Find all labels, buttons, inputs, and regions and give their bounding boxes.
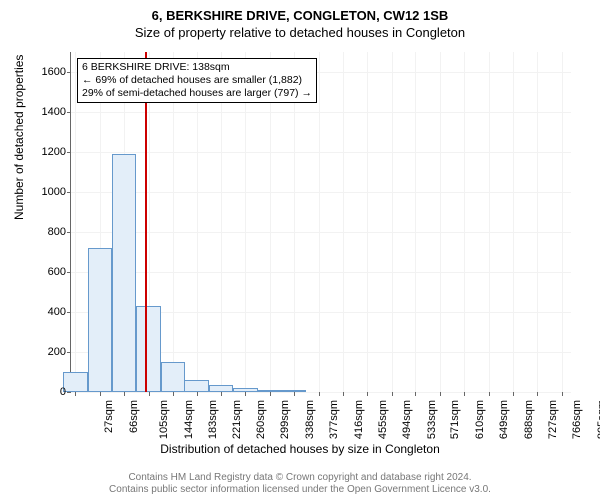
xtick-mark [513, 392, 514, 396]
xtick-label: 416sqm [353, 400, 365, 439]
xtick-mark [415, 392, 416, 396]
xtick-label: 494sqm [401, 400, 413, 439]
gridline-v [562, 52, 563, 392]
gridline-v [343, 52, 344, 392]
ytick-label: 400 [26, 306, 66, 318]
ytick-label: 600 [26, 266, 66, 278]
ytick-mark [67, 272, 71, 273]
xtick-label: 455sqm [377, 400, 389, 439]
histogram-bar [136, 306, 160, 392]
footer-line-2: Contains public sector information licen… [0, 484, 600, 496]
ytick-label: 1400 [26, 106, 66, 118]
xtick-label: 66sqm [128, 400, 140, 433]
xtick-mark [100, 392, 101, 396]
ytick-label: 1600 [26, 66, 66, 78]
xtick-mark [197, 392, 198, 396]
histogram-bar [209, 385, 233, 392]
xtick-mark [392, 392, 393, 396]
xtick-label: 766sqm [571, 400, 583, 439]
annotation-line: 29% of semi-detached houses are larger (… [82, 87, 312, 100]
xtick-mark [221, 392, 222, 396]
xtick-label: 27sqm [103, 400, 115, 433]
footer-attribution: Contains HM Land Registry data © Crown c… [0, 472, 600, 496]
xtick-label: 649sqm [498, 400, 510, 439]
xtick-mark [270, 392, 271, 396]
histogram-bar [88, 248, 112, 392]
gridline-v [489, 52, 490, 392]
histogram-bar [184, 380, 208, 392]
histogram-bar [63, 372, 87, 392]
gridline-v [440, 52, 441, 392]
ytick-mark [67, 152, 71, 153]
xtick-mark [537, 392, 538, 396]
ytick-label: 0 [26, 386, 66, 398]
x-axis-label: Distribution of detached houses by size … [0, 442, 600, 456]
gridline-v [513, 52, 514, 392]
xtick-label: 377sqm [328, 400, 340, 439]
xtick-label: 727sqm [547, 400, 559, 439]
xtick-mark [124, 392, 125, 396]
ytick-mark [67, 352, 71, 353]
histogram-bar [258, 390, 282, 392]
gridline-v [319, 52, 320, 392]
annotation-line: 6 BERKSHIRE DRIVE: 138sqm [82, 61, 312, 74]
xtick-mark [464, 392, 465, 396]
xtick-label: 221sqm [231, 400, 243, 439]
ytick-mark [67, 232, 71, 233]
footer-line-1: Contains HM Land Registry data © Crown c… [0, 472, 600, 484]
xtick-mark [294, 392, 295, 396]
ytick-mark [67, 192, 71, 193]
ytick-mark [67, 72, 71, 73]
ytick-mark [67, 392, 71, 393]
y-axis-label: Number of detached properties [12, 55, 26, 220]
xtick-label: 571sqm [450, 400, 462, 439]
gridline-v [415, 52, 416, 392]
ytick-mark [67, 112, 71, 113]
ytick-label: 200 [26, 346, 66, 358]
xtick-label: 144sqm [183, 400, 195, 439]
xtick-mark [562, 392, 563, 396]
xtick-label: 533sqm [426, 400, 438, 439]
xtick-mark [440, 392, 441, 396]
xtick-mark [367, 392, 368, 396]
xtick-label: 105sqm [158, 400, 170, 439]
xtick-mark [343, 392, 344, 396]
ytick-label: 1000 [26, 186, 66, 198]
xtick-label: 610sqm [474, 400, 486, 439]
gridline-h [71, 392, 571, 393]
xtick-label: 688sqm [523, 400, 535, 439]
xtick-label: 299sqm [280, 400, 292, 439]
histogram-bar [161, 362, 185, 392]
page-title: 6, BERKSHIRE DRIVE, CONGLETON, CW12 1SB [0, 0, 600, 23]
histogram-bar [112, 154, 136, 392]
histogram-chart: 6 BERKSHIRE DRIVE: 138sqm← 69% of detach… [70, 52, 571, 393]
xtick-label: 338sqm [304, 400, 316, 439]
gridline-v [392, 52, 393, 392]
ytick-label: 800 [26, 226, 66, 238]
ytick-mark [67, 312, 71, 313]
xtick-label: 183sqm [207, 400, 219, 439]
histogram-bar [233, 388, 257, 392]
xtick-label: 260sqm [255, 400, 267, 439]
page-subtitle: Size of property relative to detached ho… [0, 23, 600, 46]
xtick-mark [173, 392, 174, 396]
xtick-mark [75, 392, 76, 396]
histogram-bar [282, 390, 306, 392]
xtick-mark [149, 392, 150, 396]
gridline-v [367, 52, 368, 392]
xtick-mark [489, 392, 490, 396]
ytick-label: 1200 [26, 146, 66, 158]
annotation-box: 6 BERKSHIRE DRIVE: 138sqm← 69% of detach… [77, 58, 317, 103]
xtick-mark [319, 392, 320, 396]
gridline-v [464, 52, 465, 392]
xtick-label: 805sqm [596, 400, 600, 439]
gridline-v [537, 52, 538, 392]
annotation-line: ← 69% of detached houses are smaller (1,… [82, 74, 312, 87]
xtick-mark [245, 392, 246, 396]
